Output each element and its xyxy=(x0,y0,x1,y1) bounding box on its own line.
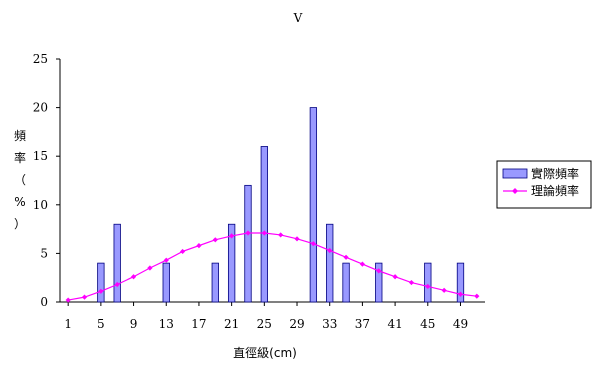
line-point xyxy=(408,279,415,286)
x-tick-label: 17 xyxy=(191,317,206,331)
bar xyxy=(162,262,170,303)
y-tick-label: 5 xyxy=(40,246,48,260)
line-point xyxy=(392,274,398,280)
y-tick-label: 20 xyxy=(33,101,48,115)
x-tick-label: 41 xyxy=(387,317,402,331)
line-point xyxy=(343,254,349,260)
y-label-char: % xyxy=(14,195,25,209)
line-point xyxy=(261,230,267,236)
line-point xyxy=(130,274,137,280)
line-point xyxy=(147,265,153,271)
line-point xyxy=(441,287,447,293)
bar xyxy=(244,184,252,303)
x-tick-label: 25 xyxy=(257,317,272,331)
line-point xyxy=(278,232,284,238)
bar xyxy=(211,262,219,303)
bar xyxy=(260,146,268,303)
x-tick-label: 1 xyxy=(64,317,72,331)
line-point xyxy=(457,291,464,297)
line-point xyxy=(294,236,300,242)
line-point xyxy=(163,257,169,263)
line-point xyxy=(474,293,480,299)
x-tick-label: 33 xyxy=(322,317,337,331)
y-axis-label: 頻率 （% ） xyxy=(14,129,26,231)
y-label-char: ） xyxy=(14,217,26,231)
line-point xyxy=(114,281,120,288)
line-point xyxy=(376,268,382,274)
line-point xyxy=(81,294,88,300)
x-axis-label: 直徑級(cm) xyxy=(233,346,297,360)
line-point xyxy=(310,241,316,247)
y-tick-label: 10 xyxy=(33,198,48,212)
x-tick-label: 13 xyxy=(159,317,174,331)
x-tick-label: 49 xyxy=(453,317,468,331)
bar xyxy=(326,223,334,303)
y-tick-label: 25 xyxy=(33,52,48,66)
bar xyxy=(375,262,383,303)
x-tick-label: 37 xyxy=(355,317,370,331)
line-point xyxy=(98,288,104,294)
y-tick-label: 0 xyxy=(40,295,48,309)
legend-swatch-bar xyxy=(502,168,528,179)
line-point xyxy=(229,233,235,239)
legend-swatch-marker xyxy=(512,188,518,194)
bar xyxy=(342,262,350,303)
line-point xyxy=(196,243,202,249)
chart-title: V xyxy=(293,11,303,25)
y-label-char: 頻 xyxy=(14,129,26,143)
legend-label-theoretical: 理論頻率 xyxy=(531,183,579,198)
y-label-char: 率 xyxy=(14,150,26,165)
line-point xyxy=(179,248,186,255)
x-tick-label: 5 xyxy=(97,317,105,331)
line-point xyxy=(65,297,71,303)
bar xyxy=(456,262,465,303)
y-tick-label: 15 xyxy=(33,149,48,163)
bar xyxy=(309,107,318,303)
line-point xyxy=(245,230,251,236)
x-tick-label: 21 xyxy=(224,317,239,331)
legend-label-actual: 實際頻率 xyxy=(531,166,579,181)
line-point xyxy=(425,283,431,290)
line-point xyxy=(327,247,333,254)
bar xyxy=(424,262,432,303)
x-tick-label: 9 xyxy=(130,317,138,331)
line-point xyxy=(212,237,218,243)
bar xyxy=(97,262,105,303)
y-label-char: （ xyxy=(14,173,26,187)
bar xyxy=(227,223,236,303)
x-tick-label: 29 xyxy=(289,317,304,331)
line-point xyxy=(359,261,366,267)
bar xyxy=(113,223,121,303)
theoretical-line xyxy=(68,232,477,301)
x-tick-label: 45 xyxy=(420,317,435,331)
